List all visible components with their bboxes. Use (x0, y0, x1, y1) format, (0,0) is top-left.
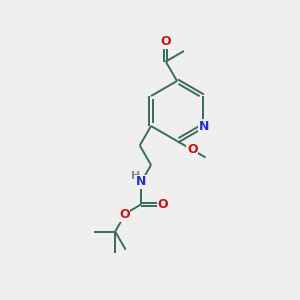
Text: O: O (158, 198, 168, 211)
Text: N: N (199, 119, 209, 133)
Text: O: O (160, 35, 171, 48)
Text: O: O (187, 143, 197, 156)
Text: O: O (119, 208, 130, 221)
Text: H: H (131, 172, 140, 182)
Text: N: N (136, 176, 146, 188)
